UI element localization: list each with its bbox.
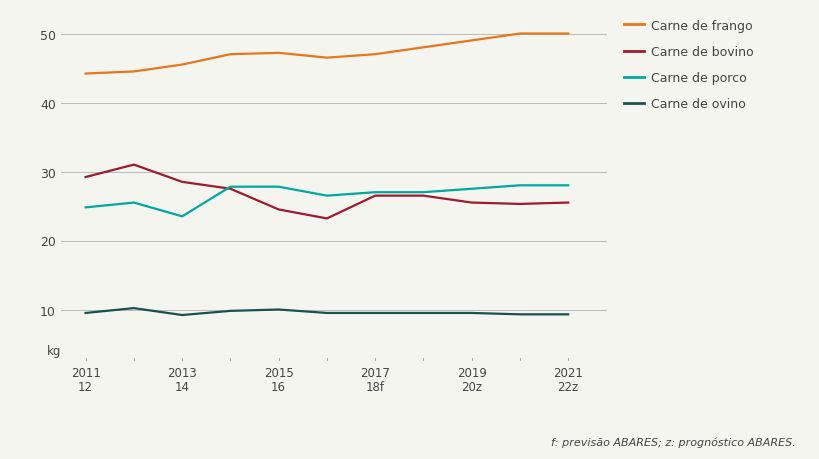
Text: 16: 16 xyxy=(271,380,286,393)
Text: 14: 14 xyxy=(174,380,189,393)
Text: 2015: 2015 xyxy=(264,366,293,379)
Text: 2017: 2017 xyxy=(360,366,390,379)
Text: kg: kg xyxy=(47,344,61,357)
Text: f: previsão ABARES; z: prognóstico ABARES.: f: previsão ABARES; z: prognóstico ABARE… xyxy=(550,437,794,448)
Text: 12: 12 xyxy=(78,380,93,393)
Text: 22z: 22z xyxy=(557,380,578,393)
Text: 2011: 2011 xyxy=(70,366,101,379)
Text: 2013: 2013 xyxy=(167,366,197,379)
Text: 2019: 2019 xyxy=(456,366,486,379)
Text: 20z: 20z xyxy=(460,380,482,393)
Legend: Carne de frango, Carne de bovino, Carne de porco, Carne de ovino: Carne de frango, Carne de bovino, Carne … xyxy=(623,20,753,111)
Text: 18f: 18f xyxy=(365,380,384,393)
Text: 2021: 2021 xyxy=(553,366,582,379)
